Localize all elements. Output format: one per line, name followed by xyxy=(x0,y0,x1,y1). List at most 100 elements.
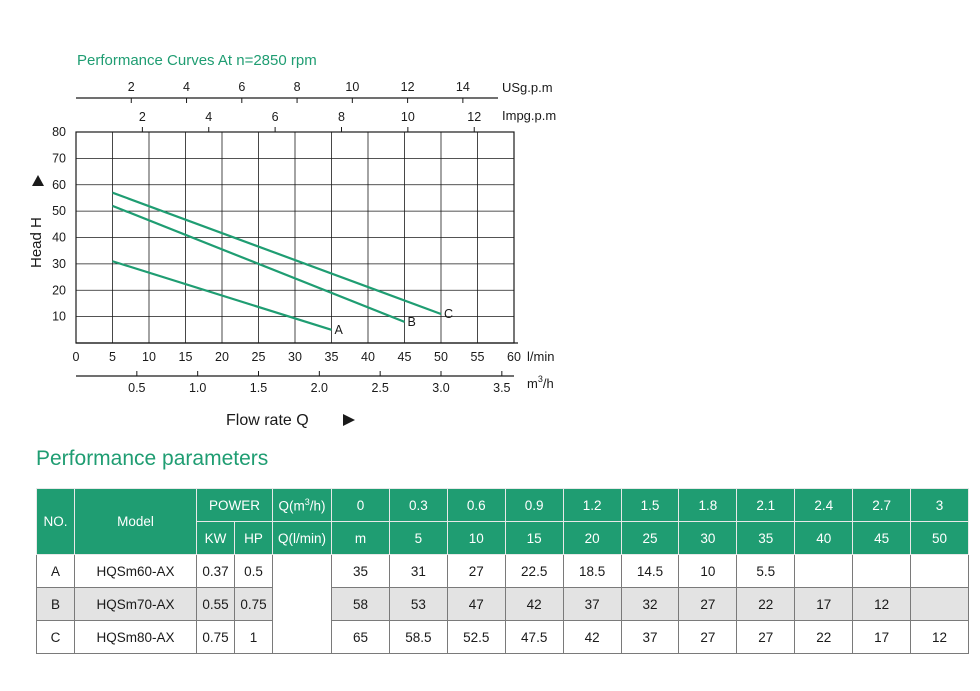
header-flow-m3h: 1.5 xyxy=(620,488,680,522)
y-tick-label: 20 xyxy=(52,283,66,297)
x-tick-label: 55 xyxy=(471,350,485,364)
x-tick-label: 15 xyxy=(179,350,193,364)
header-flow-m3h: 0.9 xyxy=(504,488,564,522)
m3h-tick-label: 3.5 xyxy=(493,381,510,395)
header-flow-lmin: 25 xyxy=(620,521,680,555)
header-kw: KW xyxy=(196,521,235,555)
q-column-blank xyxy=(272,554,333,654)
row-head: 22 xyxy=(794,620,854,654)
m3h-tick-label: 2.5 xyxy=(371,381,388,395)
m3h-tick-label: 3.0 xyxy=(432,381,449,395)
header-model: Model xyxy=(74,488,197,555)
header-flow-lmin: 35 xyxy=(736,521,796,555)
row-head xyxy=(910,554,969,588)
table-row: C HQSm80-AX 0.75 1 65 58.5 52.5 47.5 42 … xyxy=(36,620,969,654)
x-axis-arrow-icon xyxy=(343,414,355,426)
header-power: POWER xyxy=(195,488,274,522)
row-no: B xyxy=(36,587,75,621)
y-tick-label: 50 xyxy=(52,204,66,218)
header-flow-lmin: 45 xyxy=(852,521,912,555)
x-tick-label: 0 xyxy=(73,350,80,364)
usgpm-unit-label: USg.p.m xyxy=(502,80,553,95)
row-head: 37 xyxy=(620,620,680,654)
header-flow-m3h: 0.3 xyxy=(388,488,448,522)
header-flow-lmin: 30 xyxy=(678,521,738,555)
y-tick-label: 10 xyxy=(52,310,66,324)
usgpm-tick-label: 6 xyxy=(238,80,245,94)
header-flow-m3h: 3 xyxy=(910,488,969,522)
usgpm-tick-label: 2 xyxy=(128,80,135,94)
y-axis-arrow-icon xyxy=(32,175,44,186)
y-axis-label: Head H xyxy=(28,217,45,268)
row-head: 17 xyxy=(794,587,854,621)
row-no: A xyxy=(36,554,75,588)
header-flow-lmin: 50 xyxy=(910,521,969,555)
header-hp: HP xyxy=(233,521,274,555)
performance-chart: Performance Curves At n=2850 rpm 2 4 6 8 10 1… xyxy=(28,52,556,429)
header-flow-lmin: 40 xyxy=(794,521,854,555)
header-flow-lmin: 15 xyxy=(504,521,564,555)
section-title: Performance parameters xyxy=(36,447,269,470)
usgpm-tick-label: 10 xyxy=(345,80,359,94)
header-flow-m3h: 0 xyxy=(331,488,390,522)
usgpm-tick-label: 14 xyxy=(456,80,470,94)
m3h-tick-label: 0.5 xyxy=(128,381,145,395)
row-head: 5.5 xyxy=(736,554,796,588)
header-flow-m3h: 2.7 xyxy=(852,488,912,522)
row-head: 10 xyxy=(678,554,738,588)
row-head: 32 xyxy=(620,587,680,621)
impgpm-tick-label: 8 xyxy=(338,110,345,124)
row-head: 31 xyxy=(388,554,448,588)
header-flow-m3h: 1.2 xyxy=(562,488,622,522)
row-head: 58.5 xyxy=(388,620,448,654)
row-head: 27 xyxy=(678,587,738,621)
table-row: B HQSm70-AX 0.55 0.75 58 53 47 42 37 32 … xyxy=(36,587,969,621)
impgpm-tick-label: 4 xyxy=(205,110,212,124)
row-hp: 0.75 xyxy=(233,587,274,621)
row-head: 47 xyxy=(446,587,506,621)
row-head: 27 xyxy=(678,620,738,654)
x-tick-label: 40 xyxy=(361,350,375,364)
header-no: NO. xyxy=(36,488,75,555)
header-q-m3h: Q(m3/h) xyxy=(272,488,333,522)
row-head: 58 xyxy=(331,587,390,621)
row-head: 35 xyxy=(331,554,390,588)
row-no: C xyxy=(36,620,75,654)
impgpm-tick-label: 12 xyxy=(467,110,481,124)
performance-table: NO. Model POWER Q(m3/h) 0 0.3 0.6 0.9 1.… xyxy=(36,488,969,654)
impgpm-ticks: 2 4 6 8 10 12 xyxy=(139,110,481,132)
table-header-row-1: NO. Model POWER Q(m3/h) 0 0.3 0.6 0.9 1.… xyxy=(36,488,969,555)
header-flow-lmin: 20 xyxy=(562,521,622,555)
row-head: 18.5 xyxy=(562,554,622,588)
curve-line-b xyxy=(112,204,405,323)
row-head: 22 xyxy=(736,587,796,621)
row-head xyxy=(910,587,969,621)
header-m: m xyxy=(331,521,390,555)
chart-title: Performance Curves At n=2850 rpm xyxy=(77,52,317,69)
y-tick-label: 60 xyxy=(52,178,66,192)
usgpm-tick-label: 8 xyxy=(294,80,301,94)
row-head: 47.5 xyxy=(504,620,564,654)
header-flow-m3h: 1.8 xyxy=(678,488,738,522)
y-tick-labels: 80 70 60 50 40 30 20 10 xyxy=(52,125,66,324)
x-tick-label: 25 xyxy=(252,350,266,364)
row-head: 22.5 xyxy=(504,554,564,588)
m3h-ticks: 0.5 1.0 1.5 2.0 2.5 3.0 3.5 xyxy=(128,371,511,395)
x-tick-label: 35 xyxy=(325,350,339,364)
table-row: A HQSm60-AX 0.37 0.5 35 31 27 22.5 18.5 … xyxy=(36,554,969,654)
header-flow-lmin: 5 xyxy=(388,521,448,555)
header-flow-m3h: 2.4 xyxy=(794,488,854,522)
row-head: 14.5 xyxy=(620,554,680,588)
row-model: HQSm80-AX xyxy=(74,620,197,654)
row-head xyxy=(852,554,912,588)
row-kw: 0.55 xyxy=(196,587,235,621)
row-head: 12 xyxy=(910,620,969,654)
row-head xyxy=(794,554,854,588)
y-tick-label: 30 xyxy=(52,257,66,271)
usgpm-ticks: 2 4 6 8 10 12 14 xyxy=(128,80,470,103)
x-tick-label: 20 xyxy=(215,350,229,364)
usgpm-tick-label: 12 xyxy=(401,80,415,94)
curve-label-b: B xyxy=(408,315,416,329)
x-tick-label: 45 xyxy=(398,350,412,364)
curve-line-a xyxy=(112,260,332,331)
